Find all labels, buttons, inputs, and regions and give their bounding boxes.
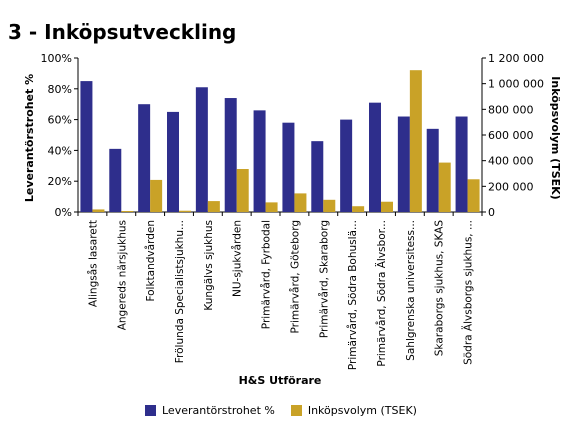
- chart: 0% 20% 40% 60% 80% 100% 0 200 000 400 000 600 000…: [23, 52, 562, 387]
- chart-bars: [80, 70, 480, 212]
- bar-leverantorstrohet: [340, 119, 353, 212]
- chart-category-labels: Alingsås lasarett Angereds närsjukhus Folk…: [77, 212, 483, 370]
- legend-item-leverantorstrohet: Leverantörstrohet %: [145, 404, 275, 417]
- y-axis-right-label: Inköpsvolym (TSEK): [549, 76, 562, 199]
- bar-leverantorstrohet: [426, 128, 439, 212]
- bar-inkopsvolym: [236, 169, 249, 212]
- bar-inkopsvolym: [381, 201, 393, 212]
- bar-inkopsvolym: [323, 199, 336, 212]
- legend-label-leverantorstrohet: Leverantörstrohet %: [162, 404, 275, 417]
- bar-leverantorstrohet: [109, 148, 122, 212]
- bar-inkopsvolym: [179, 210, 191, 212]
- y-left-tick-label: 0%: [55, 206, 72, 219]
- bar-inkopsvolym: [265, 202, 278, 212]
- bar-leverantorstrohet: [253, 110, 266, 212]
- legend-label-inkopsvolym: Inköpsvolym (TSEK): [307, 404, 417, 417]
- legend-swatch-leverantorstrohet: [145, 405, 156, 416]
- x-axis-label: H&S Utförare: [239, 374, 322, 387]
- y-left-tick-label: 40%: [48, 144, 72, 157]
- chart-ticks: 0% 20% 40% 60% 80% 100% 0 200 000 400 000 600 000…: [41, 52, 544, 219]
- x-category-label: Alingsås lasarett: [86, 220, 99, 307]
- y-right-tick-label: 0: [488, 206, 495, 219]
- bar-leverantorstrohet: [311, 141, 324, 212]
- bar-inkopsvolym: [409, 70, 422, 212]
- bar-leverantorstrohet: [224, 98, 237, 212]
- bar-inkopsvolym: [150, 179, 163, 212]
- bar-inkopsvolym: [121, 211, 134, 212]
- y-right-tick-label: 800 000: [488, 103, 534, 116]
- y-right-tick-label: 400 000: [488, 155, 534, 168]
- y-left-tick-label: 60%: [48, 114, 72, 127]
- bar-leverantorstrohet: [80, 81, 93, 212]
- x-category-label: Sahlgrenska universitess...: [405, 220, 417, 361]
- x-category-label: Primärvård, Södra Älvsbor...: [375, 220, 388, 367]
- bar-leverantorstrohet: [397, 116, 410, 212]
- x-category-label: NU-sjukvården: [231, 220, 244, 297]
- bar-inkopsvolym: [467, 179, 480, 212]
- x-category-label: Primärvård, Fyrbodal: [260, 220, 273, 329]
- bar-inkopsvolym: [352, 206, 365, 212]
- y-axis-left-label: Leverantörstrohet %: [23, 74, 36, 202]
- bar-leverantorstrohet: [195, 87, 208, 212]
- x-category-label: Primärvård, Södra Bohuslä...: [346, 220, 359, 370]
- y-left-tick-label: 20%: [48, 175, 72, 188]
- y-left-tick-label: 80%: [48, 83, 72, 96]
- x-category-label: Angereds närsjukhus: [116, 220, 128, 330]
- bar-inkopsvolym: [92, 209, 105, 212]
- bar-inkopsvolym: [438, 162, 451, 212]
- x-category-label: Frölunda Specialistsjukhu...: [174, 220, 186, 363]
- chart-legend: Leverantörstrohet % Inköpsvolym (TSEK): [145, 404, 433, 417]
- x-category-label: Skaraborgs sjukhus, SKAS: [434, 220, 446, 357]
- y-right-tick-label: 600 000: [488, 129, 534, 142]
- bar-leverantorstrohet: [167, 111, 179, 212]
- bar-inkopsvolym: [294, 193, 307, 212]
- bar-leverantorstrohet: [369, 102, 381, 212]
- x-category-label: Södra Älvsborgs sjukhus, ...: [462, 220, 475, 365]
- y-left-tick-label: 100%: [41, 52, 72, 65]
- bar-leverantorstrohet: [282, 122, 295, 212]
- page-title: 3 - Inköpsutveckling: [8, 20, 237, 44]
- y-right-tick-label: 200 000: [488, 180, 534, 193]
- y-right-tick-label: 1 200 000: [488, 52, 544, 65]
- x-category-label: Kungälvs sjukhus: [203, 220, 215, 311]
- legend-swatch-inkopsvolym: [290, 405, 302, 416]
- bar-leverantorstrohet: [138, 104, 151, 212]
- x-category-label: Primärvård, Göteborg: [288, 220, 301, 334]
- bar-inkopsvolym: [207, 201, 220, 212]
- x-category-label: Folktandvården: [144, 220, 157, 302]
- legend-item-inkopsvolym: Inköpsvolym (TSEK): [290, 404, 417, 417]
- bar-leverantorstrohet: [455, 116, 468, 212]
- y-right-tick-label: 1 000 000: [488, 78, 544, 91]
- x-category-label: Primärvård, Skaraborg: [317, 220, 330, 338]
